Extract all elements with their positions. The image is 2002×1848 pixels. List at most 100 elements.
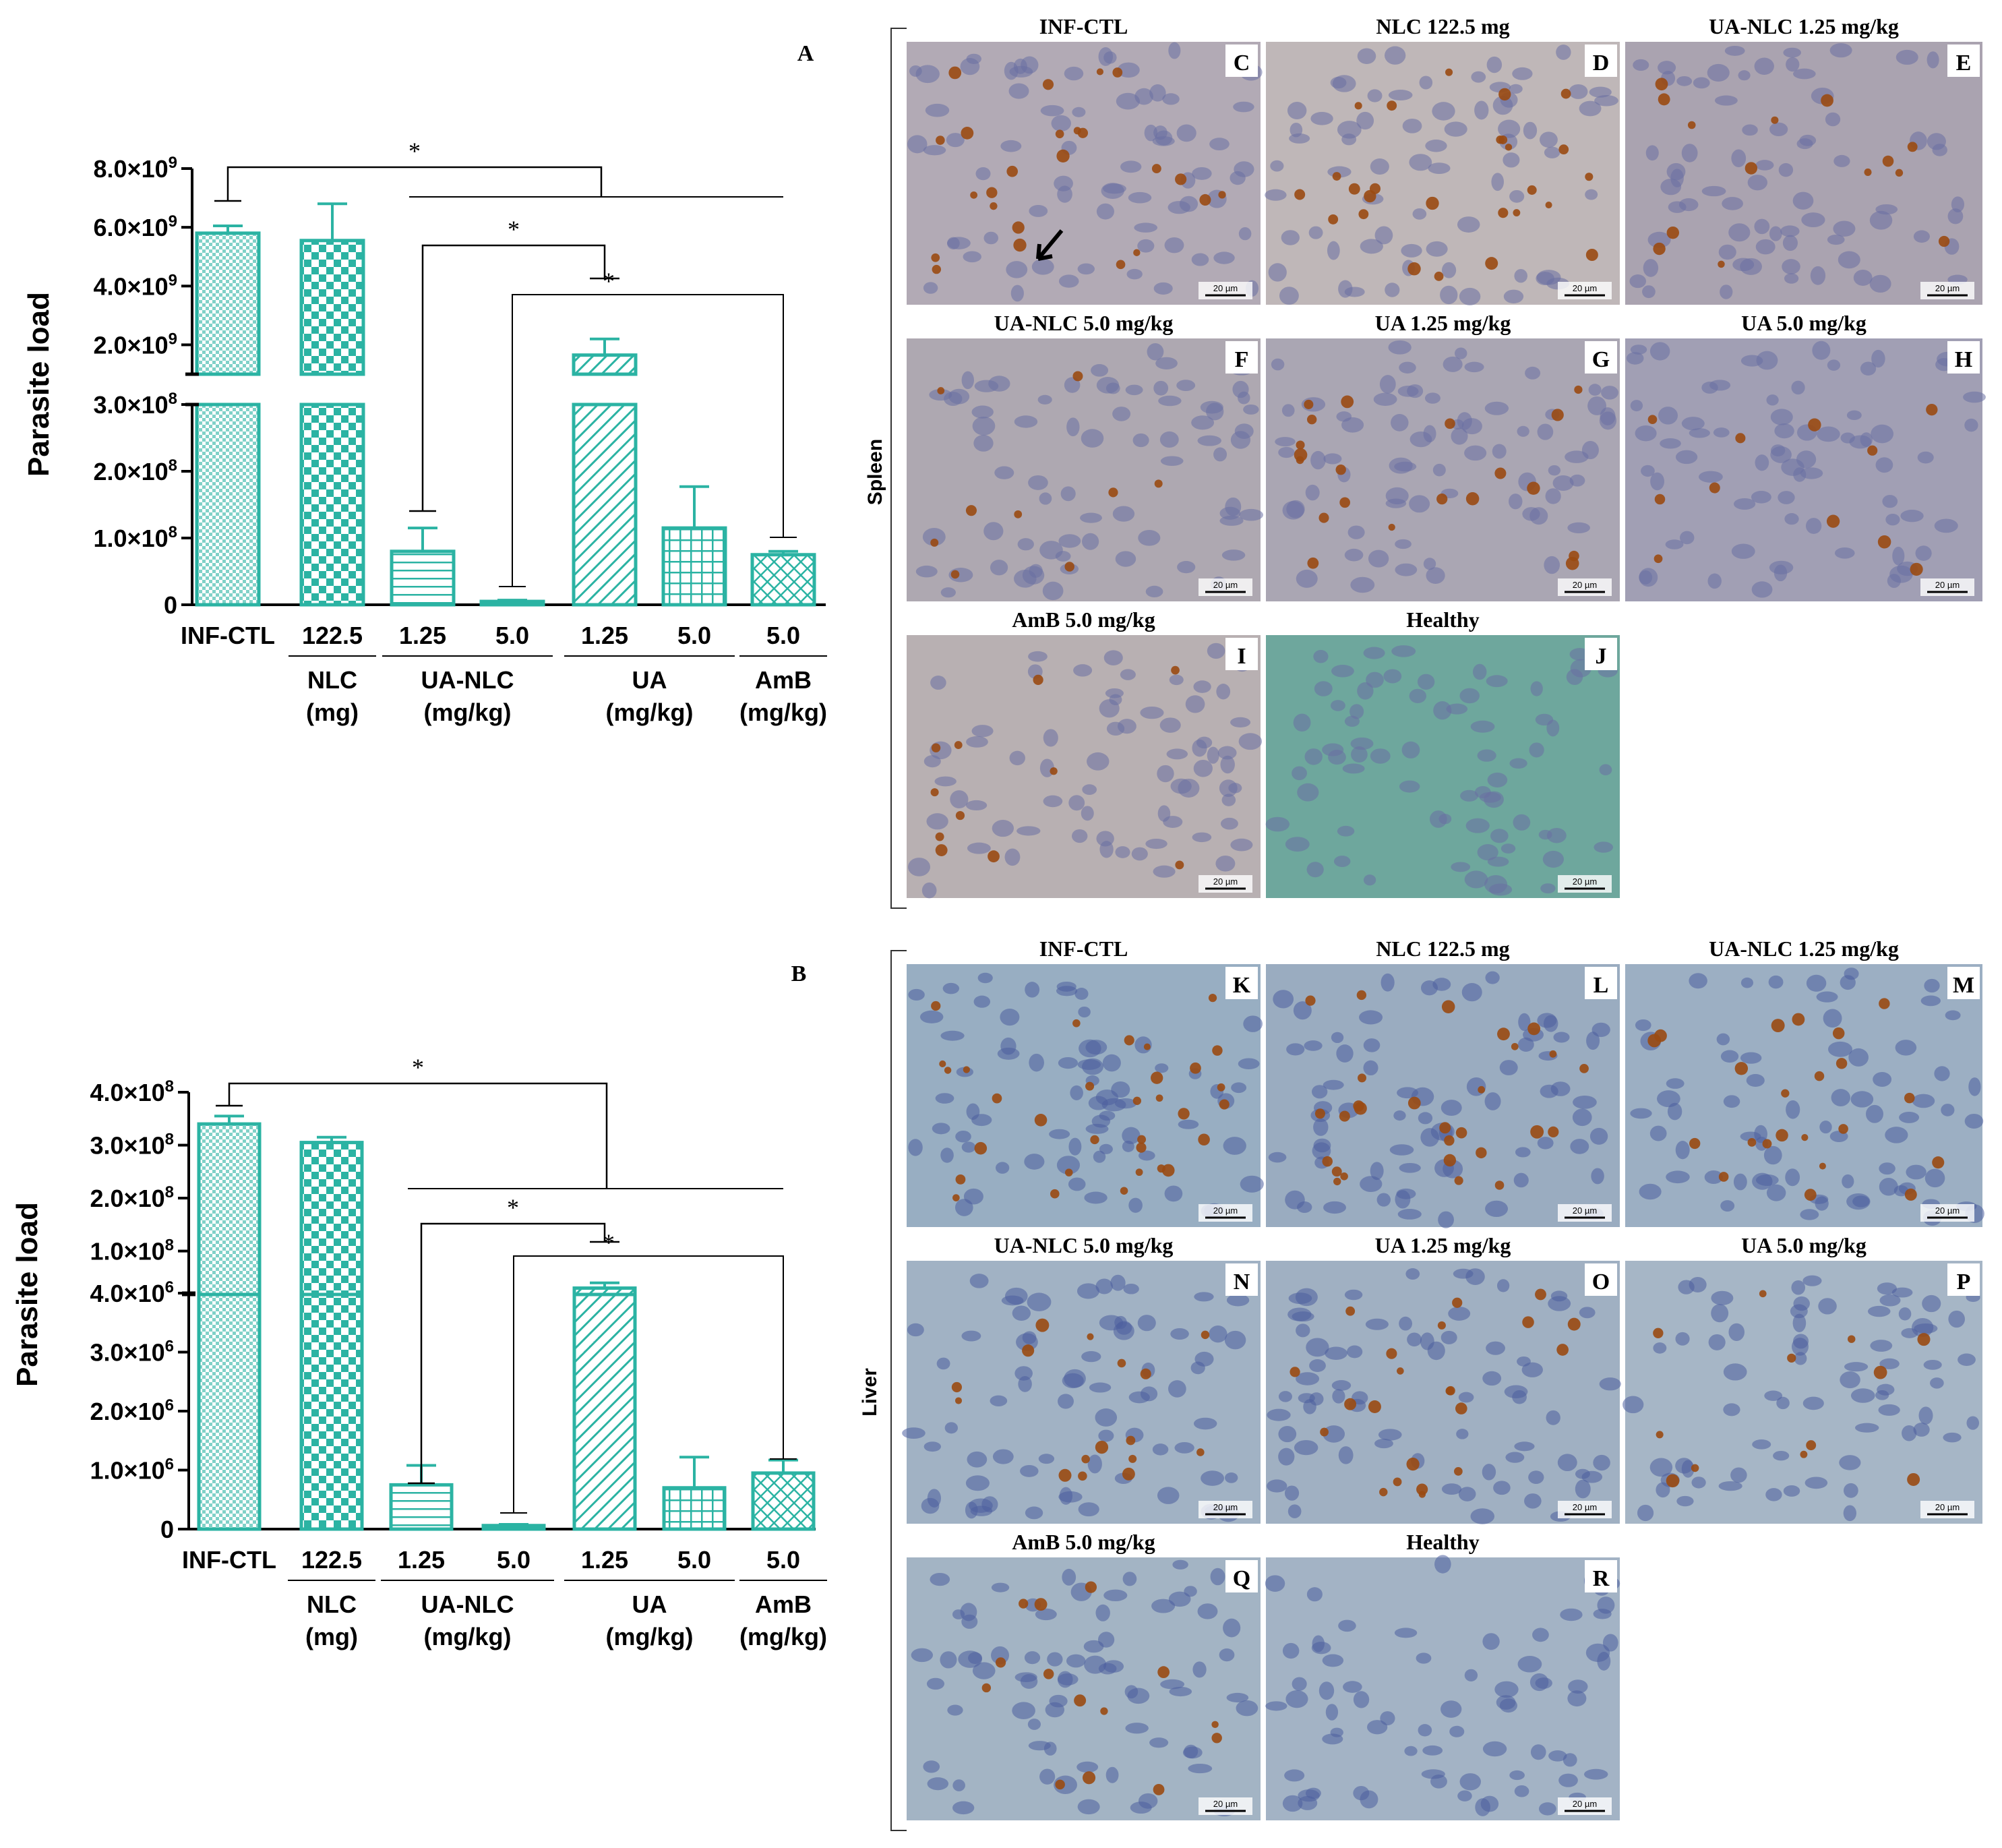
- parasite-dot: [1140, 1368, 1151, 1379]
- cell-nucleus: [1448, 1306, 1471, 1321]
- cell-nucleus: [1724, 45, 1745, 56]
- cell-nucleus: [1265, 1701, 1287, 1711]
- cell-nucleus: [1409, 431, 1432, 448]
- parasite-dot: [1689, 1137, 1701, 1150]
- parasite-dot: [1348, 183, 1360, 195]
- micrograph-letter: J: [1596, 644, 1607, 669]
- parasite-dot: [995, 1657, 1006, 1668]
- cell-nucleus: [1292, 766, 1307, 781]
- cell-nucleus: [1201, 1470, 1225, 1486]
- cell-nucleus: [1512, 67, 1533, 80]
- cell-nucleus: [1509, 1770, 1525, 1781]
- parasite-dot: [981, 1683, 992, 1693]
- cell-nucleus: [1565, 450, 1589, 463]
- cell-nucleus: [1867, 1305, 1891, 1317]
- cell-nucleus: [1583, 1768, 1608, 1780]
- cell-nucleus: [1346, 1345, 1363, 1359]
- parasite-dot: [1074, 1694, 1087, 1707]
- cell-nucleus: [1917, 451, 1934, 464]
- parasite-dot: [1120, 1187, 1128, 1195]
- scale-bar-label: 20 µm: [1573, 283, 1597, 293]
- parasite-dot: [1368, 1400, 1381, 1413]
- cell-nucleus: [1095, 1090, 1118, 1106]
- parasite-dot: [1527, 185, 1537, 195]
- cell-nucleus: [1122, 1572, 1137, 1586]
- cell-nucleus: [1570, 1139, 1589, 1154]
- cell-nucleus: [1902, 1425, 1917, 1441]
- y-tick-label: 4.0×108: [90, 1077, 174, 1106]
- cell-nucleus: [952, 1609, 965, 1619]
- cell-nucleus: [1155, 357, 1178, 369]
- parasite-dot: [1171, 665, 1180, 675]
- bar: [299, 1141, 364, 1296]
- cell-nucleus: [961, 1330, 981, 1342]
- parasite-dot: [1211, 1733, 1222, 1743]
- cell-nucleus: [1103, 650, 1123, 665]
- parasite-dot: [1574, 385, 1583, 394]
- cell-nucleus: [1097, 1632, 1115, 1648]
- parasite-dot: [1157, 1164, 1165, 1173]
- parasite-dot: [1356, 990, 1367, 1001]
- cell-nucleus: [1424, 392, 1440, 404]
- bar: [197, 1291, 262, 1531]
- parasite-dot: [1077, 127, 1089, 138]
- bar: [195, 403, 261, 607]
- cell-nucleus: [1084, 1655, 1107, 1674]
- cell-nucleus: [1537, 1137, 1554, 1150]
- parasite-dot: [1439, 1122, 1451, 1134]
- cell-nucleus: [1128, 191, 1152, 204]
- cell-nucleus: [1325, 1704, 1339, 1721]
- parasite-dot: [1318, 512, 1329, 523]
- cell-nucleus: [1548, 465, 1561, 476]
- cell-nucleus: [1105, 1766, 1119, 1783]
- parasite-dot: [1072, 1019, 1081, 1027]
- cell-nucleus: [1423, 558, 1436, 570]
- micrograph-title: AmB 5.0 mg/kg: [1012, 607, 1155, 632]
- cell-nucleus: [1647, 231, 1671, 248]
- parasite-dot: [1133, 249, 1141, 256]
- cell-nucleus: [1389, 1144, 1414, 1156]
- cell-nucleus: [1207, 643, 1225, 659]
- cell-nucleus: [1292, 1677, 1307, 1691]
- cell-nucleus: [1825, 112, 1841, 127]
- parasite-dot: [1386, 1348, 1397, 1359]
- parasite-dot: [1745, 162, 1758, 175]
- cell-nucleus: [1120, 669, 1136, 680]
- y-tick-label: 4.0×109: [94, 271, 177, 300]
- cell-nucleus: [1337, 121, 1362, 139]
- cell-nucleus: [1314, 681, 1333, 696]
- parasite-dot: [1090, 1135, 1099, 1145]
- cell-nucleus: [1304, 1040, 1323, 1051]
- scale-bar-box: [1558, 1797, 1612, 1815]
- cell-nucleus: [1284, 1769, 1305, 1782]
- micrograph-title: NLC 122.5 mg: [1376, 14, 1509, 38]
- cell-nucleus: [963, 251, 981, 263]
- scale-bar-label: 20 µm: [1213, 1205, 1238, 1216]
- cell-nucleus: [1827, 234, 1845, 245]
- cell-nucleus: [1444, 121, 1467, 137]
- panel-letter-badge: [1225, 1263, 1258, 1296]
- bar-chart-liver: B Parasite load 0 1.0×106 2.0×106 3.0×106 4.…: [11, 961, 827, 1650]
- cell-nucleus: [1051, 115, 1071, 131]
- parasite-dot: [1548, 1126, 1559, 1137]
- cell-nucleus: [965, 1475, 990, 1491]
- parasite-dot: [1218, 191, 1226, 199]
- cell-nucleus: [1117, 62, 1140, 78]
- y-axis-label-A: Parasite load: [22, 292, 55, 477]
- cell-nucleus: [1418, 1724, 1432, 1737]
- cell-nucleus: [1751, 490, 1771, 504]
- cell-nucleus: [1282, 1795, 1303, 1812]
- cell-nucleus: [969, 1274, 989, 1288]
- parasite-dot: [1792, 1013, 1805, 1026]
- cell-nucleus: [1791, 380, 1805, 395]
- cell-nucleus: [1383, 669, 1402, 684]
- cell-nucleus: [1216, 684, 1231, 700]
- cell-nucleus: [1544, 146, 1560, 158]
- cell-nucleus: [1459, 1773, 1482, 1791]
- cell-nucleus: [1924, 1168, 1945, 1188]
- cell-nucleus: [1503, 289, 1524, 303]
- cell-nucleus: [1420, 980, 1438, 996]
- y-axis-label-B: Parasite load: [11, 1202, 44, 1387]
- micrograph-title: Healthy: [1406, 1530, 1479, 1554]
- scale-bar-label: 20 µm: [1935, 1502, 1960, 1512]
